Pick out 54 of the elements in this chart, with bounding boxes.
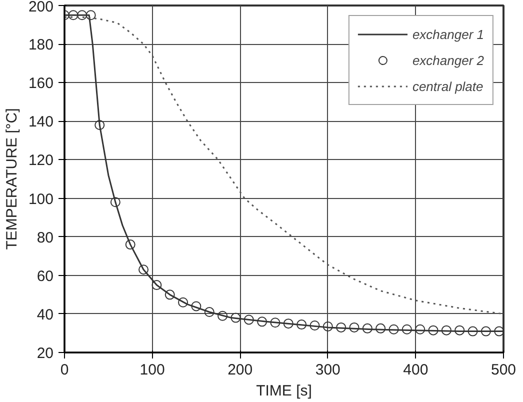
point [388,324,399,334]
point [296,320,307,330]
y-tick-label: 80 [36,229,54,246]
y-tick-label: 40 [36,306,54,324]
x-tick-label: 0 [60,362,69,378]
point [441,325,452,336]
point [468,326,478,336]
point [178,297,188,308]
legend-label: exchanger 2 [412,52,484,68]
point [218,310,228,321]
point [230,312,241,323]
point [68,10,78,20]
point [376,323,386,334]
point [349,322,360,332]
point [138,264,149,275]
point [322,321,333,332]
point [454,325,465,336]
y-tick-label: 20 [36,345,54,362]
point [110,197,120,208]
x-tick-label: 300 [315,362,340,378]
point [191,301,202,312]
legend-label: central plate [412,78,484,94]
x-tick-label: 400 [403,362,428,378]
point [94,120,105,130]
y-tick-label: 120 [28,152,54,170]
legend-label: exchanger 1 [412,26,484,42]
point [310,320,320,330]
point [415,324,426,334]
point [125,240,136,250]
y-tick-label: 100 [28,190,54,208]
point [270,318,280,328]
point [336,322,346,332]
point [480,326,491,336]
x-axis-title: TIME [s] [256,382,312,400]
point [244,314,254,325]
y-tick-label: 200 [28,0,54,16]
point [204,307,214,318]
point [86,10,96,20]
point [164,290,175,300]
point [283,318,294,329]
point [257,316,268,327]
y-tick-label: 140 [28,114,54,131]
y-tick-label: 180 [28,36,54,54]
x-tick-label: 100 [140,362,165,378]
point [428,325,438,336]
point [152,280,162,290]
y-tick-label: 160 [28,75,54,92]
point [362,323,372,334]
y-axis-title: TEMPERATURE [°C] [3,108,20,250]
x-tick-label: 200 [228,362,253,378]
y-tick-label: 60 [36,268,54,285]
point [77,10,88,20]
x-tick-label: 500 [490,362,516,378]
point [402,324,412,334]
